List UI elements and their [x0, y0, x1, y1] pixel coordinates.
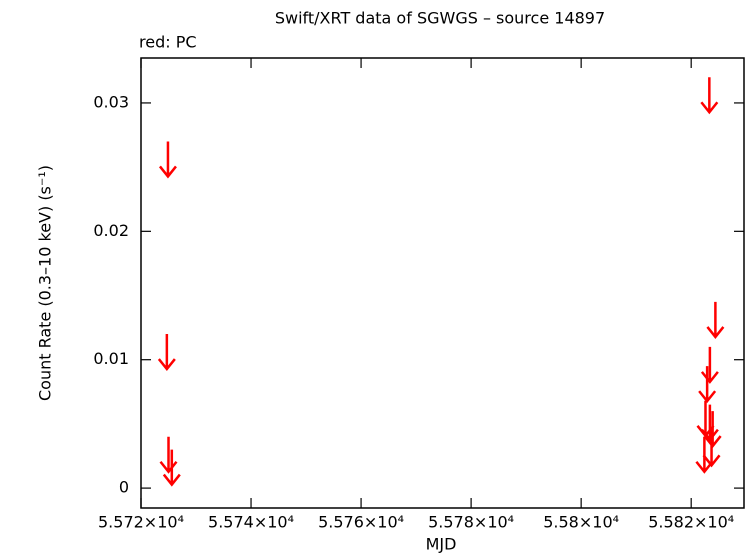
y-tick-label: 0 — [119, 478, 129, 497]
arrow — [700, 346, 719, 384]
upper-limit — [159, 436, 178, 474]
chart-title: Swift/XRT data of SGWGS – source 14897 — [275, 9, 605, 28]
upper-limit — [706, 301, 725, 339]
arrow — [157, 334, 176, 372]
upper-limit — [157, 334, 176, 372]
upper-limit — [158, 141, 177, 179]
arrow — [700, 404, 719, 442]
arrow — [700, 77, 719, 115]
upper-limit — [698, 366, 717, 404]
x-tick-label: 5.574×10⁴ — [208, 513, 294, 532]
chart-subtitle: red: PC — [139, 33, 197, 52]
arrow — [158, 141, 177, 179]
y-tick-label: 0.03 — [93, 92, 129, 111]
arrow — [698, 366, 717, 404]
x-tick-label: 5.582×10⁴ — [648, 513, 734, 532]
upper-limit — [702, 430, 721, 468]
x-tick-label: 5.58×10⁴ — [543, 513, 619, 532]
arrow — [706, 301, 725, 339]
y-tick-label: 0.02 — [93, 221, 129, 240]
arrow — [159, 436, 178, 474]
y-tick-label: 0.01 — [93, 349, 129, 368]
x-tick-label: 5.572×10⁴ — [98, 513, 184, 532]
arrow — [162, 449, 181, 487]
y-axis-label: Count Rate (0.3–10 keV) (s⁻¹) — [36, 165, 55, 401]
x-tick-label: 5.576×10⁴ — [318, 513, 404, 532]
plot-frame — [140, 57, 745, 509]
upper-limit — [162, 449, 181, 487]
upper-limit — [700, 404, 719, 442]
arrow — [702, 430, 721, 468]
upper-limit — [700, 77, 719, 115]
x-tick-label: 5.578×10⁴ — [428, 513, 514, 532]
upper-limit — [700, 346, 719, 384]
arrow — [695, 436, 714, 474]
x-axis-label: MJD — [426, 535, 457, 554]
upper-limit — [695, 436, 714, 474]
